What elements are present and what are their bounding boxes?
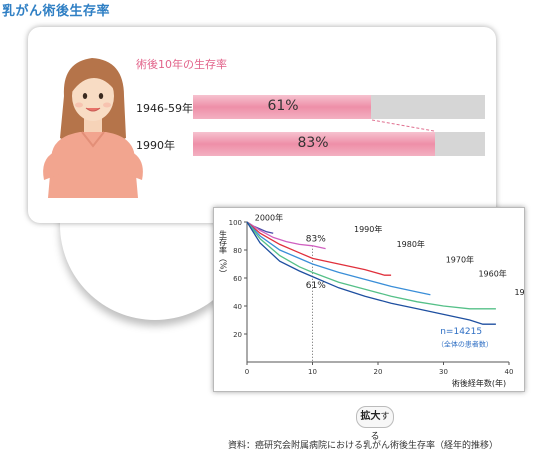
bar-value: 61% (267, 98, 299, 114)
annotation-83: 83% (306, 235, 326, 245)
x-tick-label: 20 (374, 368, 383, 376)
x-axis-title: 術後経年数(年) (452, 378, 506, 388)
survival-line-chart: 20 40 60 80 100 0 10 20 30 40 2000年 1990年 1980年 1970… (219, 213, 550, 388)
x-tick-label: 30 (439, 368, 448, 376)
y-tick-label: 60 (233, 275, 242, 283)
annotation-61: 61% (306, 281, 326, 291)
bar-value: 83% (297, 135, 329, 151)
bar-fill (193, 95, 372, 119)
zoom-button-sub: する (370, 412, 390, 442)
y-tick-label: 40 (233, 303, 242, 311)
survival-chart-panel: 20 40 60 80 100 0 10 20 30 40 2000年 1990年 1980年 1970… (213, 207, 550, 392)
source-note: 資料：癌研究会附属病院における乳がん術後生存率（経年的推移） (228, 441, 499, 451)
y-tick-label: 80 (233, 247, 242, 255)
series-line (246, 221, 392, 276)
n-label: n=14215 (440, 327, 482, 337)
series-line (246, 221, 496, 325)
series-line (246, 221, 496, 310)
survival-rate-title: 術後10年の生存率 (136, 58, 227, 71)
page-title: 乳がん術後生存率 (2, 4, 111, 19)
bar-row-1946-59: 1946-59年 61% (136, 95, 486, 119)
bar-track (193, 95, 485, 119)
series-label: 2000年 (255, 213, 283, 223)
woman-avatar-illustration (43, 58, 143, 198)
bar-row-1990: 1990年 83% (136, 132, 486, 156)
series-line (246, 221, 326, 250)
bar-connector-line (371, 119, 435, 132)
bar-label: 1946-59年 (136, 102, 193, 115)
n-sub-label: （全体の患者数） (437, 340, 493, 349)
series-line (246, 221, 431, 296)
series-label: 1970年 (446, 255, 474, 265)
y-axis-title: 生存率（%） (219, 229, 228, 278)
x-tick-label: 10 (308, 368, 317, 376)
y-tick-label: 20 (233, 331, 242, 339)
series-label: 1960年 (478, 269, 506, 279)
bar-label: 1990年 (136, 139, 175, 152)
zoom-button-label: 拡大 (360, 411, 381, 422)
bar-track (193, 132, 485, 156)
x-tick-label: 0 (245, 368, 249, 376)
x-tick-label: 40 (505, 368, 514, 376)
series-label: 1980年 (397, 239, 425, 249)
series-label: 1946-59年 (514, 287, 524, 297)
y-tick-label: 100 (229, 219, 242, 227)
zoom-button[interactable]: 拡大する (356, 406, 394, 442)
series-label: 1990年 (354, 224, 382, 234)
bar-fill (193, 132, 436, 156)
